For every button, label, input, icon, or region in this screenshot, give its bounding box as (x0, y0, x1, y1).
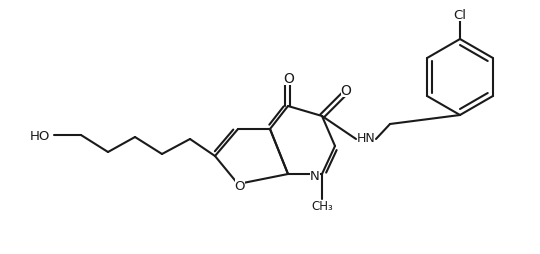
Text: O: O (341, 84, 352, 98)
Text: N: N (310, 170, 320, 183)
Text: HO: HO (30, 129, 50, 142)
Text: CH₃: CH₃ (311, 200, 333, 213)
Text: O: O (284, 72, 294, 86)
Text: O: O (235, 179, 245, 192)
Text: Cl: Cl (454, 8, 467, 21)
Text: HN: HN (356, 132, 375, 145)
